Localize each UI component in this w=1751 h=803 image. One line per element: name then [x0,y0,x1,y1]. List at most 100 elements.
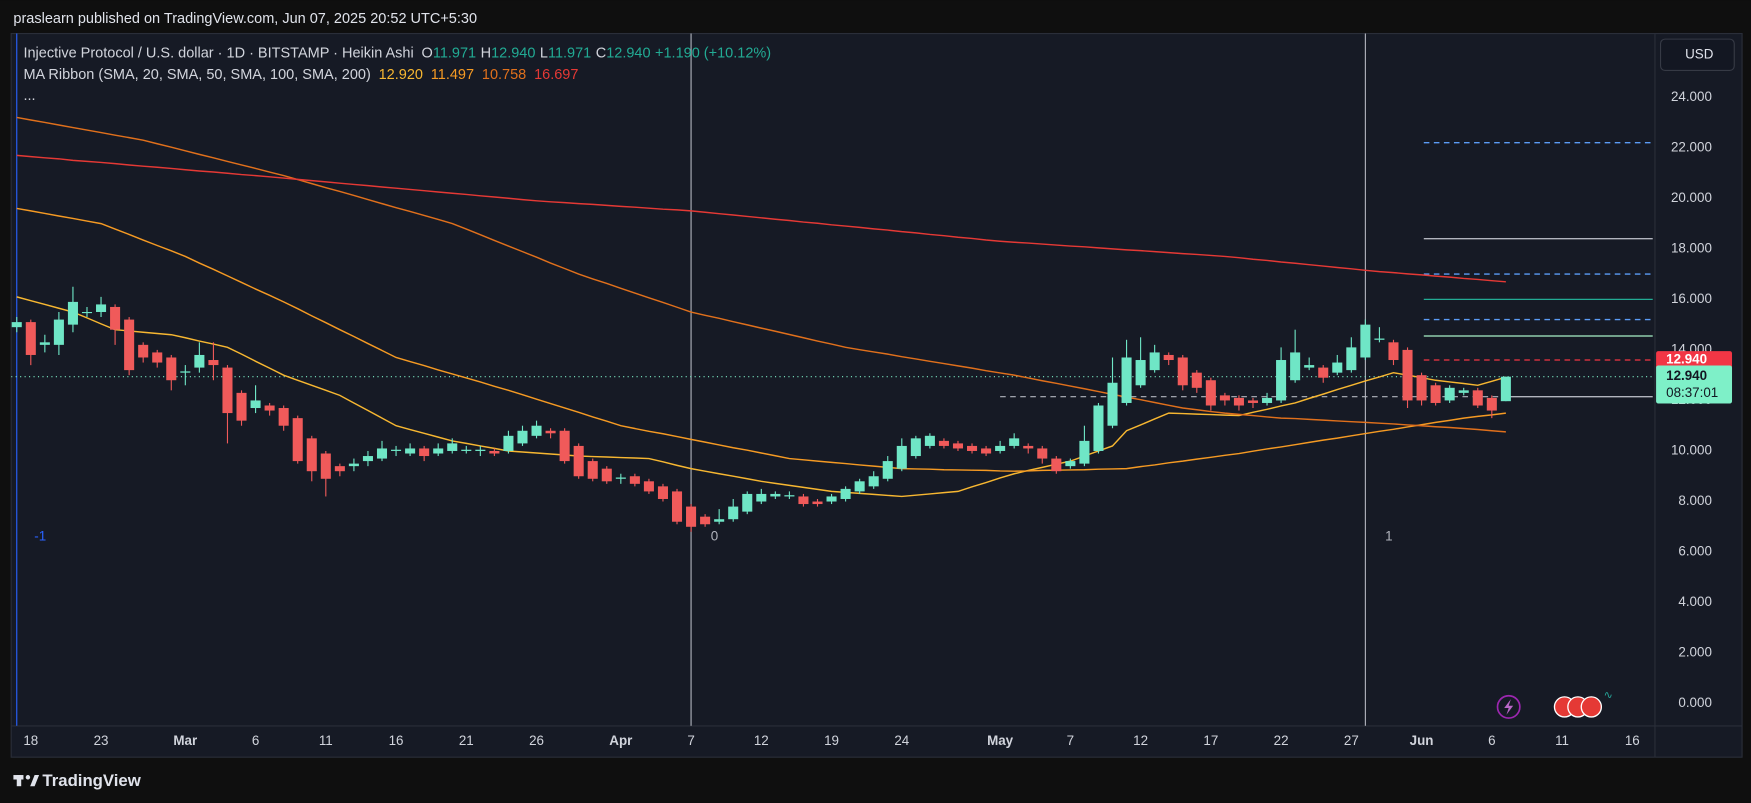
candle-body [981,448,992,454]
candle-body [700,516,711,525]
legend-text: 12.920 [379,67,423,83]
candle-body [236,392,247,421]
legend-text: Injective Protocol / U.S. dollar · 1D · … [23,45,413,61]
candle-body [559,430,570,462]
candle-body [320,453,331,479]
x-tick-label: 22 [1274,733,1289,748]
x-tick-label: 11 [319,733,333,748]
candle-body [573,445,584,477]
y-tick-label: 18.000 [1671,240,1712,255]
candle-body [1247,400,1259,403]
x-tick-label: Jun [1410,733,1434,748]
candle-body [419,448,430,457]
candle-body [826,496,837,502]
y-tick-label: 22.000 [1671,139,1712,154]
candle-body [1079,440,1090,464]
candle-body [517,430,528,444]
x-tick-label: 18 [23,733,38,748]
candle-body [11,322,22,328]
candle-body [1177,357,1188,386]
candle-body [461,449,472,451]
legend-text: 12.940 [491,45,535,61]
candle-body [1037,448,1048,459]
x-tick-label: 17 [1203,733,1218,748]
candle-body [110,306,121,330]
candle-body [348,463,359,467]
x-tick-label: May [987,733,1014,748]
legend-text: O [422,45,433,61]
candle-body [96,304,107,313]
candle-body [475,449,486,451]
session-label: 1 [1385,529,1392,544]
candle-body [1360,324,1371,358]
candle-body [53,319,64,345]
candle-body [854,481,865,492]
candle-body [643,481,654,492]
candle-body [798,496,809,505]
legend-text: 12.940 [606,45,650,61]
candle-body [489,450,500,454]
candle-body [910,438,921,457]
candle-body [1430,385,1441,403]
candle-body [784,495,795,497]
candle-body [1500,376,1511,402]
candle-body [1107,382,1118,426]
candle-body [306,438,317,472]
candle-body [222,367,233,414]
legend-text: MA Ribbon (SMA, 20, SMA, 50, SMA, 100, S… [23,67,370,83]
legend-text: H [481,45,491,61]
candle-body [1219,395,1230,401]
currency-button[interactable] [1659,38,1735,71]
legend-text: 11.971 [548,45,591,61]
candle-body [587,461,598,479]
legend-line: Injective Protocol / U.S. dollar · 1D · … [23,45,771,61]
currency-label[interactable]: USD [1685,46,1714,61]
candle-body [671,491,683,522]
event-icons: ∿ [1496,690,1613,719]
candle-body [1191,372,1202,388]
candle-body [1290,352,1301,381]
x-tick-label: 19 [824,733,839,748]
x-tick-label: 26 [529,733,544,748]
candle-body [1009,438,1020,446]
candle-body [180,371,191,373]
ma-line [16,116,1506,433]
x-tick-label: 6 [1488,733,1495,748]
candle-body [1486,397,1497,411]
candle-body [447,443,458,451]
candle-body [1276,360,1287,401]
legend-text: +1.190 (+10.12%) [655,45,771,61]
legend-text: 11.971 [433,45,476,61]
candle-body [952,443,964,449]
candle-body [391,449,402,451]
candle-body [924,435,935,446]
candle-body [1205,380,1216,406]
x-tick-label: 21 [459,733,474,748]
candle-body [882,461,893,479]
session-label: -1 [34,529,46,544]
candle-body [1233,397,1244,406]
candle-body [264,405,275,411]
candle-body [405,448,416,454]
x-tick-label: 23 [94,733,109,748]
x-tick-label: 16 [389,733,404,748]
legend-text: L [540,45,548,61]
candle-body [868,476,879,487]
candle-body [1402,349,1413,401]
candle-body [1332,362,1343,373]
legend-text: 10.758 [482,67,526,83]
legend-line: MA Ribbon (SMA, 20, SMA, 50, SMA, 100, S… [23,67,578,83]
y-tick-label: 24.000 [1671,89,1712,104]
candle-body [742,493,753,512]
plot-area: -1 0 1 [11,33,1655,726]
candle-body [995,445,1006,451]
x-tick-label: Apr [609,733,633,748]
candle-body [629,476,640,484]
ma-line [16,296,1507,498]
published-note: praslearn published on TradingView.com, … [13,11,477,27]
y-tick-label: 10.000 [1671,443,1712,458]
y-tick-label: 4.000 [1678,594,1712,609]
countdown-label: 08:37:01 [1666,385,1718,400]
candle-body [728,506,739,520]
